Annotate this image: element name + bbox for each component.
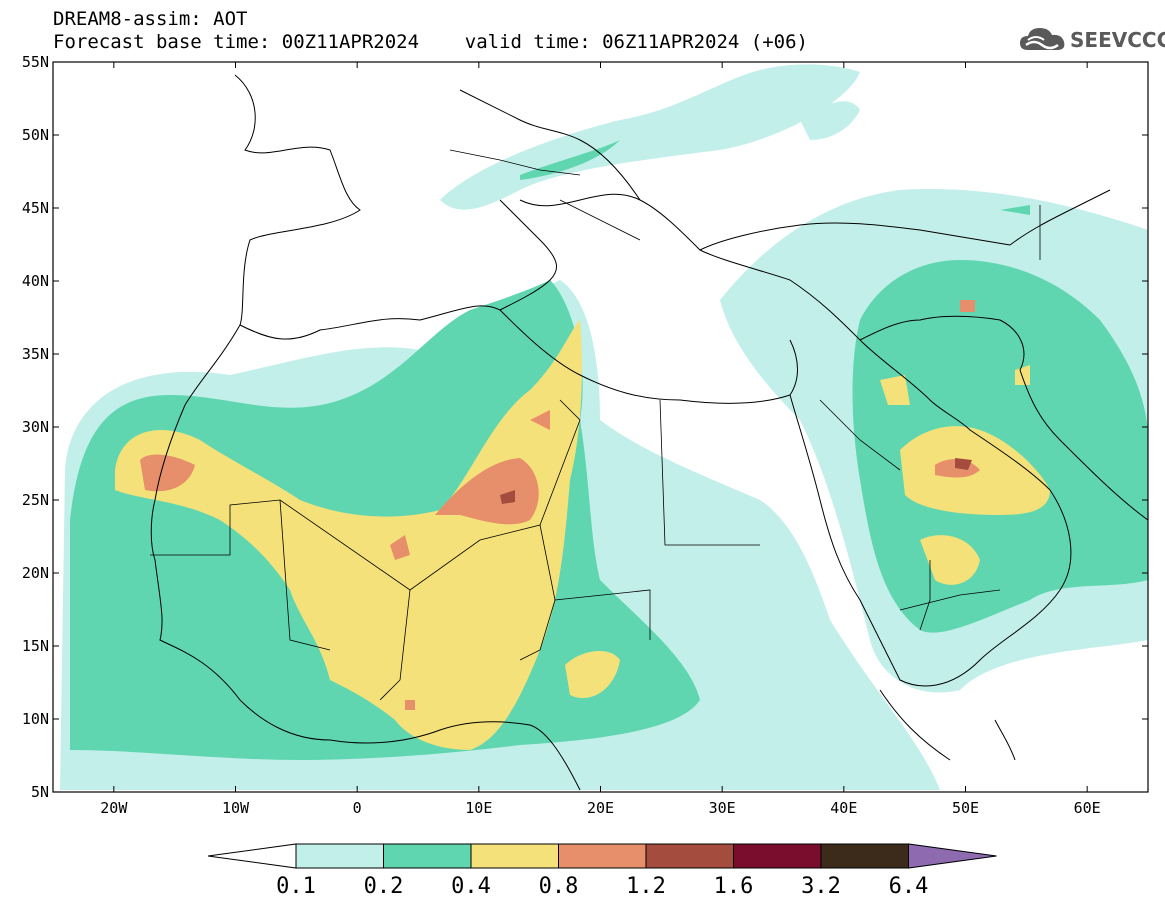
aot-level-1.2 — [500, 458, 972, 504]
colorbar-segment — [645, 843, 734, 869]
colorbar-label: 0.1 — [276, 874, 316, 899]
lat-tick-label: 40N — [22, 272, 49, 290]
colorbar-segment — [733, 843, 822, 869]
lon-tick-label: 50E — [952, 799, 979, 817]
colorbar-label: 3.2 — [801, 874, 841, 899]
longitude-axis: 20W 10W 0 10E 20E 30E 40E 50E 60E — [100, 62, 1101, 817]
map-subtitle: Forecast base time: 00Z11APR2024 valid t… — [53, 31, 808, 53]
lat-tick-label: 10N — [22, 710, 49, 728]
lat-tick-label: 50N — [22, 126, 49, 144]
lon-tick-label: 20E — [587, 799, 614, 817]
colorbar-segment — [470, 843, 559, 869]
colorbar-segment — [383, 843, 472, 869]
cloud-icon — [1020, 28, 1065, 50]
colorbar-label: 0.2 — [364, 874, 404, 899]
colorbar-label: 0.4 — [451, 874, 491, 899]
map-title: DREAM8-assim: AOT — [53, 8, 248, 30]
lat-tick-label: 55N — [22, 53, 49, 71]
lat-tick-label: 5N — [31, 783, 49, 801]
lat-tick-label: 15N — [22, 637, 49, 655]
colorbar-low-extend — [207, 843, 297, 869]
lon-tick-label: 60E — [1074, 799, 1101, 817]
logo-text: SEEVCCC — [1070, 28, 1165, 52]
lat-tick-label: 45N — [22, 199, 49, 217]
aot-level-0.4 — [115, 320, 1050, 750]
lon-tick-label: 10W — [222, 799, 250, 817]
lon-tick-label: 10E — [465, 799, 492, 817]
colorbar-segment — [295, 843, 384, 869]
colorbar-label: 1.2 — [626, 874, 666, 899]
coastlines — [150, 74, 1148, 791]
lon-tick-label: 40E — [830, 799, 857, 817]
lat-tick-label: 20N — [22, 564, 49, 582]
latitude-axis: 55N 50N 45N 40N 35N 30N 25N 20N 15N 10N 5N — [22, 53, 1148, 801]
country-borders — [150, 149, 1041, 701]
colorbar-label: 1.6 — [714, 874, 754, 899]
colorbar-label: 0.8 — [539, 874, 579, 899]
lat-tick-label: 30N — [22, 418, 49, 436]
colorbar: 0.1 0.2 0.4 0.8 1.2 1.6 3.2 6.4 — [207, 843, 997, 899]
lon-tick-label: 0 — [353, 799, 362, 817]
colorbar-segment — [558, 843, 647, 869]
seevccc-logo: SEEVCCC — [1018, 24, 1165, 56]
lon-tick-label: 30E — [709, 799, 736, 817]
colorbar-high-extend — [908, 843, 997, 869]
colorbar-segment — [820, 843, 909, 869]
lat-tick-label: 35N — [22, 345, 49, 363]
lon-tick-label: 20W — [100, 799, 128, 817]
lat-tick-label: 25N — [22, 491, 49, 509]
colorbar-label: 6.4 — [889, 874, 929, 899]
